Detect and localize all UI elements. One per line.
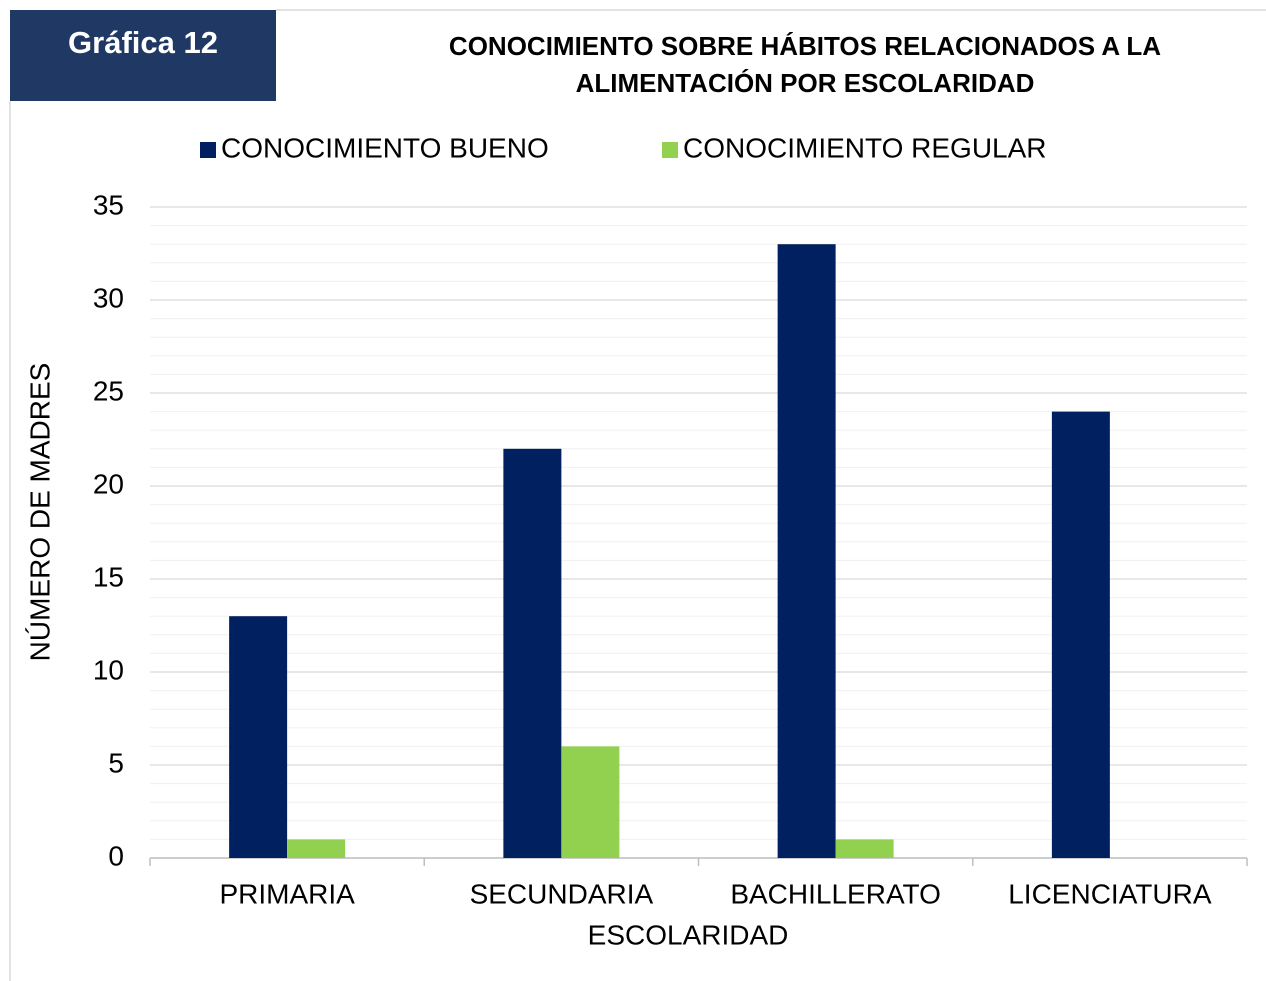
x-tick-label: BACHILLERATO	[730, 878, 941, 909]
y-tick-label: 25	[93, 375, 124, 406]
bar	[561, 746, 620, 858]
legend-label: CONOCIMIENTO BUENO	[221, 132, 549, 163]
y-tick-label: 0	[108, 840, 124, 871]
legend-swatch	[662, 142, 678, 158]
bar	[503, 448, 562, 858]
y-tick-label: 30	[93, 282, 124, 313]
legend-label: CONOCIMIENTO REGULAR	[683, 132, 1047, 163]
y-tick-label: 20	[93, 468, 124, 499]
label: Gráfica 12	[68, 25, 218, 60]
bar	[229, 616, 288, 858]
bar	[1051, 411, 1110, 858]
legend-swatch	[200, 142, 216, 158]
y-tick-label: 35	[93, 189, 124, 220]
x-tick-label: LICENCIATURA	[1008, 878, 1212, 909]
y-tick-label: 5	[108, 747, 124, 778]
chart-title: CONOCIMIENTO SOBRE HÁBITOS RELACIONADOS …	[449, 31, 1161, 61]
bar	[835, 839, 894, 858]
y-axis-title: NÚMERO DE MADRES	[24, 363, 55, 662]
x-axis-title: ESCOLARIDAD	[588, 919, 789, 950]
x-tick-label: PRIMARIA	[219, 878, 355, 909]
label-box	[10, 10, 276, 101]
x-tick-label: SECUNDARIA	[470, 878, 654, 909]
bar	[777, 244, 836, 858]
chart-title: ALIMENTACIÓN POR ESCOLARIDAD	[576, 68, 1035, 98]
y-tick-label: 10	[93, 654, 124, 685]
y-tick-label: 15	[93, 561, 124, 592]
bar	[287, 839, 346, 858]
